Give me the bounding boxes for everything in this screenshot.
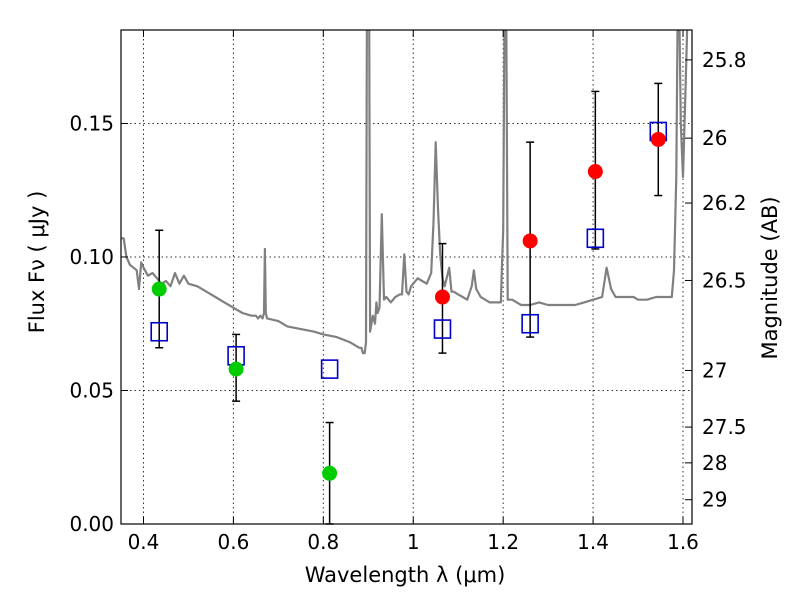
- y-axis-label: Flux Fν ( μJy ): [25, 191, 49, 334]
- data-point-marker: [434, 289, 450, 305]
- y2-tick-label: 26.5: [702, 268, 747, 292]
- y-tick-label: 0.10: [69, 245, 114, 269]
- data-point-marker: [587, 164, 603, 180]
- model-square-marker: [586, 228, 605, 249]
- y-tick-label: 0.00: [69, 512, 114, 536]
- x-tick-label: 1.6: [667, 530, 699, 554]
- data-point-marker: [228, 361, 244, 377]
- y-tick-labels: 0.00 0.05 0.10 0.15: [69, 111, 114, 536]
- data-point-marker: [650, 131, 666, 147]
- x-tick-label: 0.4: [128, 530, 160, 554]
- x-tick-label: 1: [407, 530, 420, 554]
- data-markers: [150, 121, 668, 481]
- y-tick-label: 0.05: [69, 378, 114, 402]
- y2-axis-label: Magnitude (AB): [758, 196, 782, 359]
- model-square-marker: [521, 313, 539, 334]
- y2-tick-label: 29: [702, 488, 727, 512]
- model-square-marker: [150, 321, 169, 342]
- x-tick-label: 1.4: [577, 530, 609, 554]
- x-tick-label: 0.8: [307, 530, 339, 554]
- y2-tick-label: 27.5: [702, 415, 747, 439]
- model-square-marker: [320, 359, 339, 379]
- x-tick-labels: 0.4 0.6 0.8 1 1.2 1.4 1.6: [128, 530, 699, 554]
- error-bars: [155, 82, 663, 525]
- x-tick-label: 0.6: [217, 530, 249, 554]
- x-axis-label: Wavelength λ (μm): [305, 563, 506, 587]
- data-point-marker: [151, 281, 167, 297]
- y2-tick-label: 28: [702, 451, 727, 475]
- y2-tick-label: 27: [702, 358, 727, 382]
- data-point-marker: [322, 465, 338, 481]
- model-spectrum: [121, 30, 689, 355]
- y2-tick-label: 26.2: [702, 191, 747, 215]
- x-tick-label: 1.2: [487, 530, 519, 554]
- plot-frame: [120, 29, 693, 525]
- y2-tick-label: 26: [702, 126, 727, 150]
- model-spectrum-line: [121, 30, 689, 355]
- model-square-marker: [433, 319, 452, 339]
- data-point-marker: [522, 233, 538, 249]
- y-tick-label: 0.15: [69, 111, 114, 135]
- y2-tick-label: 25.8: [702, 48, 747, 72]
- y2-tick-labels: 25.8 26 26.2 26.5 27 27.5 28 29: [702, 48, 747, 512]
- axis-ticks: [121, 30, 692, 525]
